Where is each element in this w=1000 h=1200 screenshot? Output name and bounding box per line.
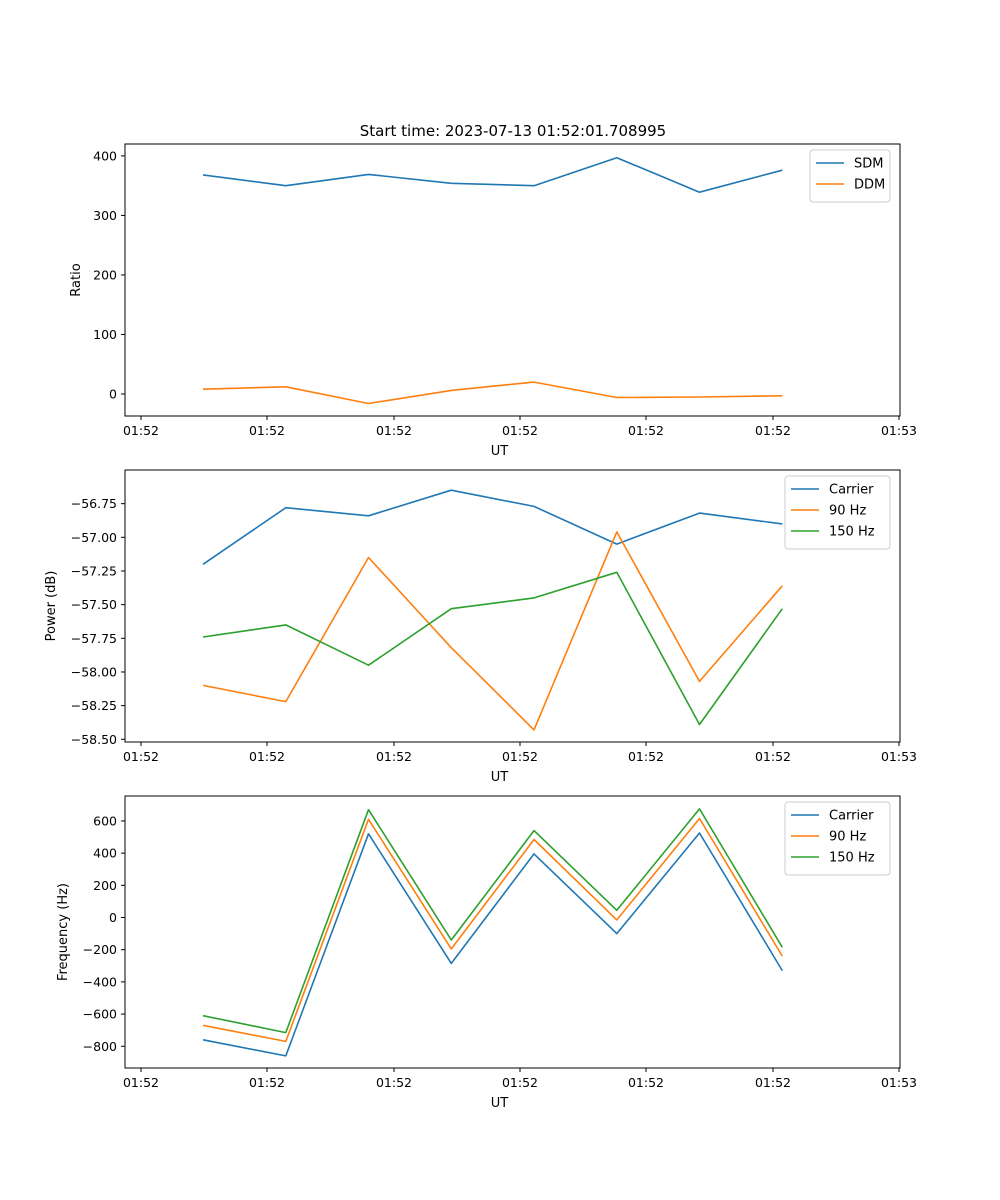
y-tick-label: −57.75 (71, 631, 117, 646)
x-axis-label: UT (491, 444, 509, 459)
series-line-90-hz (202, 817, 783, 1043)
legend-label: 90 Hz (829, 830, 866, 845)
legend-label: Carrier (829, 809, 874, 824)
x-tick-label: 01:52 (755, 1075, 791, 1090)
panels: 01:52 01:52 01:52 01:52 01:52 01:52 01:53 UT 0 10… (44, 143, 917, 1111)
x-tick-label: 01:52 (123, 749, 159, 764)
x-tick-label: 01:52 (755, 749, 791, 764)
y-tick-label: −600 (83, 1007, 117, 1022)
panel-3: 01:52 01:52 01:52 01:52 01:52 01:52 01:53 UT −80… (56, 795, 917, 1111)
x-tick-label: 01:52 (249, 1075, 285, 1090)
x-tick-label: 01:52 (123, 423, 159, 438)
y-tick-label: −57.25 (71, 563, 117, 578)
x-tick-label: 01:53 (881, 749, 917, 764)
legend-label: DDM (854, 178, 885, 193)
x-tick-label: 01:52 (376, 423, 412, 438)
x-tick-label: 01:52 (502, 423, 538, 438)
legend: SDM DDM (809, 149, 891, 203)
series-line-carrier (202, 489, 783, 565)
legend-label: Carrier (829, 483, 874, 498)
x-tick-label: 01:52 (249, 749, 285, 764)
y-tick-label: −400 (83, 974, 117, 989)
x-tick-label: 01:52 (628, 749, 664, 764)
legend: Carrier 90 Hz 150 Hz (784, 801, 891, 876)
x-tick-label: 01:52 (755, 423, 791, 438)
series-line-150-hz (202, 808, 783, 1034)
x-tick-label: 01:53 (881, 423, 917, 438)
y-tick-label: 200 (93, 878, 117, 893)
legend: Carrier 90 Hz 150 Hz (784, 475, 891, 550)
legend-label: 90 Hz (829, 504, 866, 519)
x-tick-label: 01:52 (628, 423, 664, 438)
x-tick-label: 01:52 (123, 1075, 159, 1090)
x-axis-label: UT (491, 770, 509, 785)
y-axis-label: Frequency (Hz) (56, 883, 71, 981)
y-tick-label: 600 (93, 813, 117, 828)
x-tick-label: 01:52 (502, 749, 538, 764)
x-tick-label: 01:52 (376, 749, 412, 764)
axes-frame (124, 795, 901, 1069)
series-line-ddm (202, 381, 783, 405)
series-line-sdm (202, 156, 783, 193)
axes-frame (124, 143, 901, 417)
series-line-carrier (202, 832, 783, 1057)
legend-label: SDM (854, 157, 883, 172)
y-axis-label: Power (dB) (44, 571, 59, 642)
x-axis-label: UT (491, 1096, 509, 1111)
legend-label: 150 Hz (829, 525, 875, 540)
x-tick-label: 01:52 (376, 1075, 412, 1090)
panel-1: 01:52 01:52 01:52 01:52 01:52 01:52 01:53 UT 0 10… (69, 143, 917, 459)
figure-title: Start time: 2023-07-13 01:52:01.708995 (360, 122, 666, 140)
y-tick-label: −57.50 (71, 597, 117, 612)
legend-label: 150 Hz (829, 851, 875, 866)
y-tick-label: 0 (109, 386, 117, 401)
y-tick-label: −200 (83, 942, 117, 957)
x-tick-label: 01:52 (249, 423, 285, 438)
y-tick-label: 300 (93, 208, 117, 223)
x-tick-label: 01:53 (881, 1075, 917, 1090)
x-tick-label: 01:52 (502, 1075, 538, 1090)
y-tick-label: −800 (83, 1039, 117, 1054)
y-tick-label: −56.75 (71, 496, 117, 511)
panel-2: 01:52 01:52 01:52 01:52 01:52 01:52 01:53 UT −58… (44, 469, 917, 785)
y-tick-label: 0 (109, 910, 117, 925)
x-tick-label: 01:52 (628, 1075, 664, 1090)
y-tick-label: −58.00 (71, 664, 117, 679)
y-tick-label: −57.00 (71, 530, 117, 545)
y-tick-label: 100 (93, 327, 117, 342)
y-axis-label: Ratio (69, 263, 84, 296)
axes-frame (124, 469, 901, 743)
y-tick-label: 400 (93, 148, 117, 163)
y-tick-label: 200 (93, 267, 117, 282)
series-line-150-hz (202, 571, 783, 726)
series-line-90-hz (202, 531, 783, 731)
y-tick-label: −58.25 (71, 698, 117, 713)
y-tick-label: −58.50 (71, 732, 117, 747)
y-tick-label: 400 (93, 846, 117, 861)
